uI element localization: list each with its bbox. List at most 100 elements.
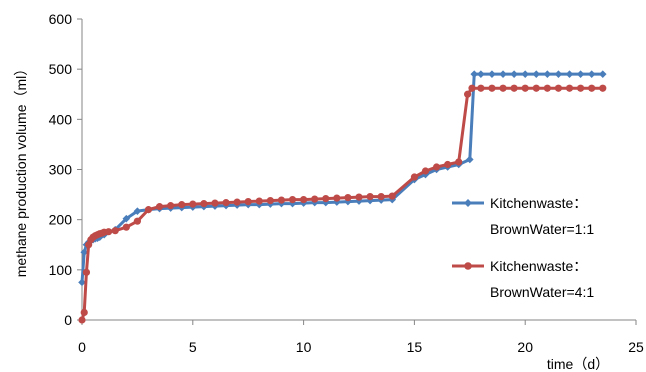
data-point — [355, 197, 363, 205]
x-tick-label: 15 — [407, 339, 423, 355]
legend-swatch-marker — [464, 199, 472, 207]
legend-label-line1: Kitchenwaste： — [490, 195, 587, 211]
x-axis-label: time（d） — [547, 356, 609, 372]
data-point — [167, 202, 175, 210]
data-point — [222, 199, 230, 207]
y-tick-label: 400 — [49, 111, 73, 127]
legend-entry-2: Kitchenwaste： BrownWater=4:1 — [452, 258, 594, 300]
series-1 — [78, 70, 607, 287]
x-tick-label: 0 — [78, 339, 86, 355]
data-point — [463, 90, 472, 98]
data-point — [344, 197, 352, 206]
data-point — [510, 84, 518, 92]
data-point — [543, 70, 552, 78]
x-tick-label: 5 — [189, 339, 197, 355]
data-point — [576, 70, 585, 78]
data-point — [588, 84, 596, 92]
data-point — [200, 200, 208, 208]
data-point — [178, 201, 186, 209]
data-point — [333, 194, 341, 202]
data-point — [78, 278, 86, 287]
x-tick-label: 20 — [517, 339, 533, 355]
data-point — [554, 84, 563, 92]
data-point — [321, 198, 330, 207]
data-point — [111, 227, 119, 235]
data-point — [470, 70, 479, 78]
data-point — [587, 70, 596, 78]
data-point — [532, 84, 540, 92]
data-point — [322, 194, 330, 203]
data-point — [565, 84, 574, 92]
legend: Kitchenwaste：BrownWater=1:1Kitchenwaste：… — [452, 195, 594, 300]
data-point — [388, 192, 396, 200]
data-point — [421, 167, 430, 175]
series-layer — [78, 70, 607, 324]
data-point — [104, 228, 113, 236]
data-point — [300, 196, 308, 204]
data-point — [189, 200, 197, 208]
legend-label-line2: BrownWater=4:1 — [490, 284, 594, 300]
data-point — [543, 84, 551, 92]
y-tick-label: 200 — [49, 212, 73, 228]
data-point — [466, 155, 474, 164]
series-line — [80, 72, 603, 283]
data-point — [144, 206, 153, 214]
data-point — [565, 70, 574, 78]
data-point — [432, 163, 441, 171]
data-point — [244, 198, 252, 206]
legend-swatch-marker — [464, 262, 472, 270]
data-point — [366, 192, 374, 201]
legend-entry-1: Kitchenwaste： BrownWater=1:1 — [452, 195, 594, 237]
y-tick-label: 300 — [49, 162, 73, 178]
data-point — [468, 84, 476, 92]
data-point — [82, 268, 91, 276]
y-axis-label: methane production volume（ml） — [13, 62, 29, 278]
y-tick-label: 600 — [49, 11, 73, 27]
data-point — [455, 158, 463, 166]
data-point — [598, 70, 607, 78]
data-point — [355, 193, 363, 201]
data-point — [554, 70, 563, 78]
y-tick-label: 100 — [49, 262, 73, 278]
legend-label-line1: Kitchenwaste： — [490, 258, 587, 274]
data-point — [599, 84, 607, 92]
data-point — [488, 70, 496, 78]
data-point — [510, 70, 518, 78]
data-point — [80, 308, 88, 317]
data-point — [477, 70, 485, 78]
data-point — [133, 207, 142, 215]
data-point — [499, 70, 507, 78]
data-point — [122, 214, 131, 223]
data-point — [488, 84, 496, 92]
data-point — [233, 198, 241, 206]
data-point — [577, 84, 585, 92]
data-point — [499, 84, 507, 92]
data-point — [133, 217, 141, 225]
data-point — [377, 192, 385, 201]
data-point — [255, 197, 263, 205]
legend-label-line2: BrownWater=1:1 — [490, 221, 594, 237]
y-tick-label: 0 — [64, 312, 72, 328]
data-point — [311, 195, 319, 203]
data-point — [444, 160, 452, 169]
x-tick-label: 25 — [628, 339, 644, 355]
data-point — [521, 70, 529, 78]
axes: 0 100 200 300 400 500 600 0 5 10 15 20 25 — [49, 11, 644, 355]
data-point — [80, 248, 89, 257]
data-point — [266, 197, 274, 205]
data-point — [477, 84, 485, 92]
data-point — [277, 196, 286, 204]
data-point — [211, 199, 219, 207]
y-tick-label: 500 — [49, 61, 73, 77]
data-point — [410, 173, 418, 181]
data-point — [78, 316, 86, 324]
data-point — [521, 84, 529, 92]
series-2 — [78, 84, 607, 324]
x-tick-label: 10 — [296, 339, 312, 355]
data-point — [344, 193, 352, 202]
data-point — [288, 196, 297, 204]
data-point — [155, 203, 164, 211]
data-point — [532, 70, 541, 78]
data-point — [122, 223, 130, 231]
